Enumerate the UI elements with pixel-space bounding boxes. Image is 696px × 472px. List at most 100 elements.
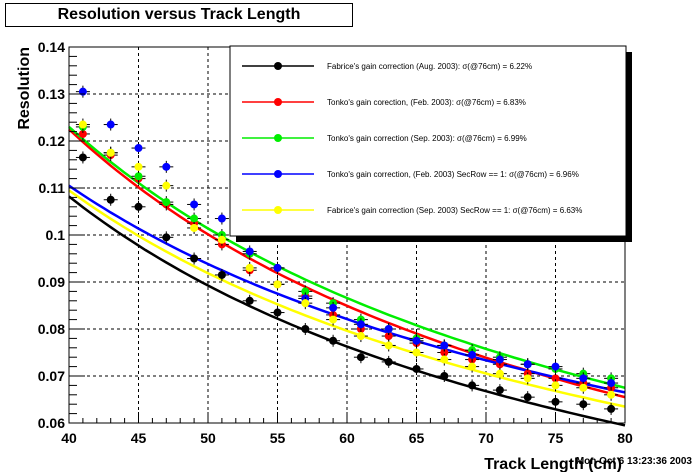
data-point bbox=[134, 162, 143, 171]
legend-label: Fabrice's gain correction (Aug. 2003): σ… bbox=[327, 62, 532, 71]
data-point bbox=[440, 341, 449, 350]
data-point bbox=[384, 332, 393, 341]
x-tick-label: 60 bbox=[339, 430, 355, 446]
data-point bbox=[301, 287, 310, 296]
y-tick-label: 0.06 bbox=[38, 415, 65, 431]
x-tick-label: 50 bbox=[200, 430, 216, 446]
data-point bbox=[523, 374, 532, 383]
data-point bbox=[551, 374, 560, 383]
fit-curve bbox=[68, 184, 626, 394]
legend-label: Tonko's gain correction, (Feb. 2003) Sec… bbox=[327, 170, 579, 179]
data-point bbox=[162, 198, 171, 207]
x-tick-label: 70 bbox=[478, 430, 494, 446]
data-point bbox=[440, 372, 449, 380]
y-axis-title: Resolution bbox=[16, 47, 33, 130]
data-point bbox=[412, 348, 421, 357]
data-point bbox=[78, 120, 87, 129]
data-point bbox=[384, 325, 393, 333]
data-point bbox=[217, 270, 226, 279]
data-point bbox=[329, 303, 338, 312]
data-point bbox=[273, 308, 282, 317]
data-point bbox=[162, 162, 171, 171]
data-point bbox=[468, 362, 477, 371]
legend-box bbox=[229, 45, 627, 237]
data-point bbox=[190, 254, 199, 263]
data-point bbox=[245, 247, 254, 256]
data-point bbox=[106, 120, 115, 129]
y-tick-label: 0.08 bbox=[38, 321, 65, 337]
x-tick-label: 55 bbox=[270, 430, 286, 446]
data-point bbox=[301, 299, 310, 308]
y-tick-label: 0.11 bbox=[39, 180, 66, 196]
data-points bbox=[75, 85, 619, 415]
data-point bbox=[217, 214, 226, 223]
data-point bbox=[579, 374, 588, 383]
x-tick-label: 45 bbox=[131, 430, 147, 446]
chart-title: Resolution versus Track Length bbox=[5, 3, 353, 27]
data-point bbox=[440, 355, 449, 364]
data-point bbox=[273, 263, 282, 272]
data-point bbox=[523, 360, 532, 369]
fit-curve bbox=[68, 125, 626, 390]
x-axis-title: Track Length (cm) bbox=[484, 456, 622, 472]
y-tick-label: 0.12 bbox=[38, 133, 65, 149]
legend-marker bbox=[274, 98, 282, 106]
data-point bbox=[301, 325, 310, 333]
data-point bbox=[245, 263, 254, 272]
data-point bbox=[579, 400, 588, 409]
x-tick-label: 40 bbox=[61, 430, 77, 446]
data-point bbox=[412, 364, 421, 373]
x-tick-label: 65 bbox=[409, 430, 425, 446]
legend-label: Tonko's gain correction (Sep. 2003): σ(@… bbox=[327, 134, 527, 143]
data-point bbox=[356, 332, 365, 341]
data-point bbox=[329, 315, 338, 324]
data-point bbox=[245, 296, 254, 305]
data-point bbox=[106, 148, 115, 157]
data-point bbox=[440, 348, 449, 357]
timestamp-footer: Mon Oct 6 13:23:36 2003 bbox=[575, 456, 692, 467]
data-point bbox=[273, 280, 282, 289]
axis-ticks bbox=[68, 46, 626, 424]
data-point bbox=[162, 233, 171, 242]
data-point bbox=[495, 386, 504, 395]
y-tick-label: 0.13 bbox=[38, 86, 65, 102]
legend-marker bbox=[274, 170, 282, 178]
data-point bbox=[495, 355, 504, 364]
data-point bbox=[134, 144, 143, 153]
data-point bbox=[356, 320, 365, 329]
data-point bbox=[134, 202, 143, 211]
fit-curve bbox=[68, 195, 626, 427]
data-point bbox=[468, 381, 477, 390]
legend-marker bbox=[274, 62, 282, 70]
data-point bbox=[78, 153, 87, 162]
y-tick-label: 0.1 bbox=[46, 227, 66, 243]
data-point bbox=[190, 200, 199, 209]
data-point bbox=[134, 172, 143, 181]
legend-marker bbox=[274, 134, 282, 142]
data-point bbox=[162, 181, 171, 190]
y-tick-label: 0.14 bbox=[38, 39, 65, 55]
data-point bbox=[329, 336, 338, 345]
x-tick-label: 75 bbox=[548, 430, 564, 446]
data-point bbox=[551, 397, 560, 406]
data-point bbox=[607, 404, 616, 413]
data-point bbox=[495, 369, 504, 378]
data-point bbox=[523, 393, 532, 402]
legend-label: Fabrice's gain correction (Sep. 2003) Se… bbox=[327, 206, 582, 215]
legend-label: Tonko's gain corection, (Feb. 2003): σ(@… bbox=[327, 98, 526, 107]
data-point bbox=[384, 357, 393, 366]
legend: Fabrice's gain correction (Aug. 2003): σ… bbox=[229, 45, 632, 242]
legend-marker bbox=[274, 206, 282, 214]
data-point bbox=[468, 350, 477, 359]
data-point bbox=[78, 129, 87, 138]
data-point bbox=[190, 214, 199, 223]
tick-labels: 40 45 50 55 60 65 70 75 80 0.06 0.07 0.08 0.09 0.1 0.1… bbox=[38, 39, 633, 446]
data-point bbox=[579, 383, 588, 392]
data-point bbox=[607, 379, 616, 388]
data-point bbox=[412, 336, 421, 345]
data-point bbox=[217, 235, 226, 244]
data-point bbox=[551, 381, 560, 390]
fit-curve bbox=[68, 189, 626, 408]
data-point bbox=[551, 362, 560, 371]
